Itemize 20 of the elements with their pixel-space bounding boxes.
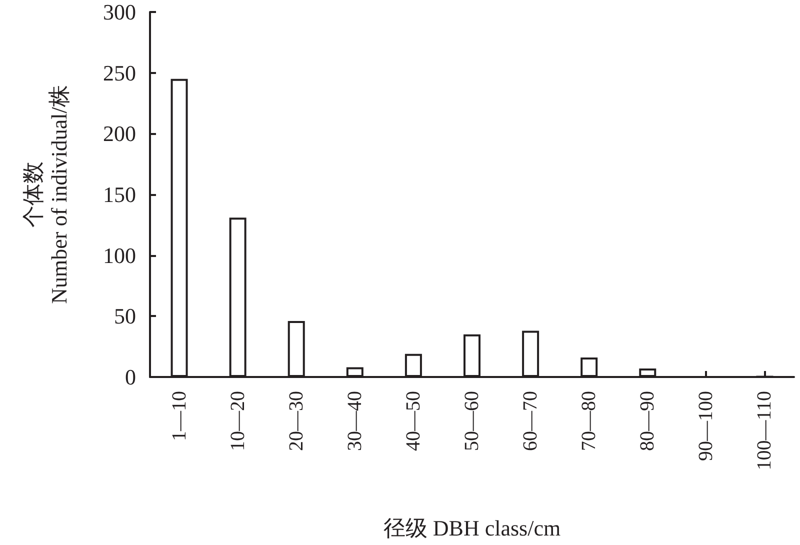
x-tick-label: 20—30 [285, 391, 308, 451]
x-tick-label: 40—50 [402, 391, 424, 451]
y-tick-label: 300 [103, 0, 136, 24]
y-tick-label: 250 [103, 60, 136, 86]
y-tick-label: 50 [114, 304, 136, 329]
y-tick-label: 150 [103, 182, 136, 207]
x-tick-label: 1—10 [168, 391, 190, 441]
y-axis-title: 个体数 Number of individual/株 [20, 85, 72, 304]
x-tick-label: 100—110 [754, 391, 776, 470]
x-tick-label: 90—100 [695, 391, 718, 461]
x-tick-label: 50—60 [461, 391, 483, 451]
x-tick-label: 80—90 [636, 391, 659, 451]
x-tick-label: 70—80 [578, 391, 600, 451]
y-tick-label: 100 [103, 242, 136, 268]
x-tick-label: 30—40 [344, 391, 366, 451]
x-axis-title: 径级 DBH class/cm [383, 516, 561, 540]
x-tick-label: 60—70 [520, 391, 542, 451]
y-tick-label: 200 [103, 121, 136, 146]
y-tick-label: 0 [125, 364, 136, 390]
x-tick-label: 10—20 [226, 391, 249, 451]
